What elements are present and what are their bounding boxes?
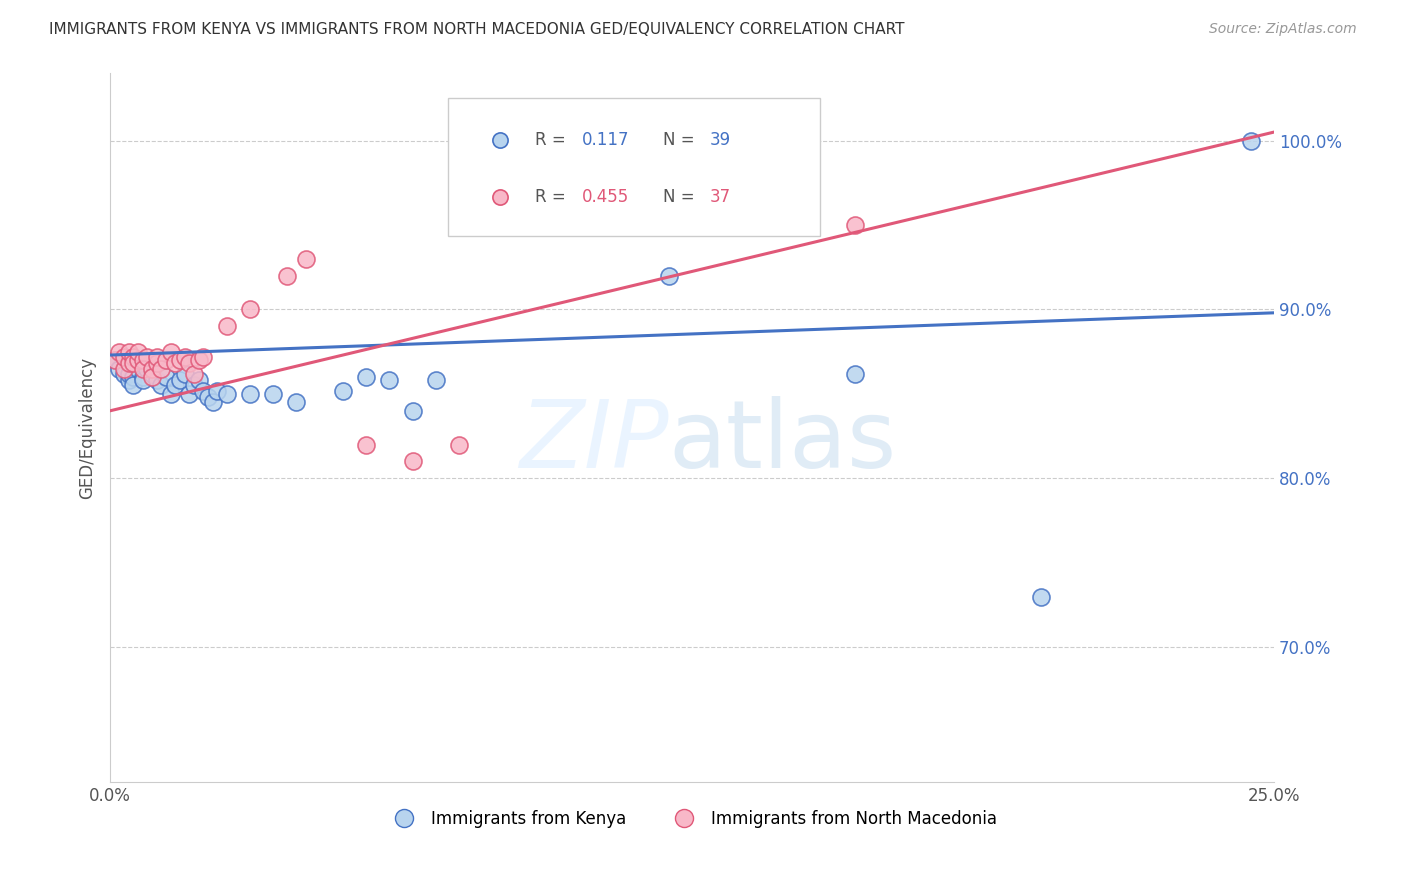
Text: R =: R = [534, 131, 571, 149]
Point [132, 361, 155, 376]
Point [150, 378, 173, 392]
Point [132, 370, 155, 384]
Point [179, 356, 201, 370]
Point [118, 356, 141, 370]
Point [294, 252, 316, 266]
Point [122, 356, 145, 370]
Point [155, 370, 177, 384]
Point [239, 302, 262, 317]
Text: R =: R = [534, 188, 571, 206]
Point [187, 373, 209, 387]
Point [276, 268, 298, 283]
Point [118, 367, 141, 381]
Point [169, 353, 191, 368]
Point [127, 361, 149, 376]
Text: 39: 39 [710, 131, 731, 149]
Point [183, 367, 205, 381]
Point [127, 353, 149, 368]
Point [205, 384, 228, 398]
Point [332, 384, 354, 398]
Point [108, 361, 131, 376]
Point [104, 353, 127, 368]
Point [145, 373, 167, 387]
Point [262, 387, 284, 401]
Point [159, 387, 181, 401]
Point [285, 395, 308, 409]
Point [169, 373, 191, 387]
Point [165, 356, 187, 370]
Point [132, 373, 155, 387]
Point [127, 344, 149, 359]
Point [122, 370, 145, 384]
Text: 0.455: 0.455 [582, 188, 628, 206]
Point [145, 356, 167, 370]
Point [354, 370, 377, 384]
Point [187, 353, 209, 368]
Point [104, 353, 127, 368]
Point [145, 350, 167, 364]
Point [141, 367, 163, 381]
Point [402, 454, 425, 468]
Point [132, 353, 155, 368]
Point [136, 361, 159, 376]
Text: ZIP: ZIP [519, 396, 669, 487]
Point [378, 373, 401, 387]
Point [1031, 590, 1053, 604]
Text: Source: ZipAtlas.com: Source: ZipAtlas.com [1209, 22, 1357, 37]
Point [215, 319, 238, 334]
Point [517, 201, 540, 215]
Point [159, 344, 181, 359]
Point [193, 350, 215, 364]
Text: atlas: atlas [669, 396, 897, 488]
Point [727, 204, 749, 219]
Point [155, 353, 177, 368]
Point [112, 367, 135, 381]
Point [141, 361, 163, 376]
Point [1240, 134, 1263, 148]
Point [449, 437, 471, 451]
Text: IMMIGRANTS FROM KENYA VS IMMIGRANTS FROM NORTH MACEDONIA GED/EQUIVALENCY CORRELA: IMMIGRANTS FROM KENYA VS IMMIGRANTS FROM… [49, 22, 904, 37]
FancyBboxPatch shape [447, 98, 820, 236]
Point [844, 218, 866, 232]
Text: N =: N = [664, 188, 700, 206]
Point [201, 395, 224, 409]
Point [239, 387, 262, 401]
Point [215, 387, 238, 401]
Y-axis label: GED/Equivalency: GED/Equivalency [79, 357, 96, 499]
Point [193, 384, 215, 398]
Point [425, 373, 447, 387]
Point [658, 268, 681, 283]
Point [112, 350, 135, 364]
Point [108, 344, 131, 359]
Point [122, 378, 145, 392]
Point [118, 344, 141, 359]
Legend: Immigrants from Kenya, Immigrants from North Macedonia: Immigrants from Kenya, Immigrants from N… [381, 803, 1004, 834]
Point [118, 373, 141, 387]
Point [150, 361, 173, 376]
Point [173, 367, 195, 381]
Point [136, 350, 159, 364]
Text: 37: 37 [710, 188, 731, 206]
Point [402, 404, 425, 418]
Text: 0.117: 0.117 [582, 131, 628, 149]
Point [173, 350, 195, 364]
Point [112, 361, 135, 376]
Point [141, 370, 163, 384]
Point [165, 378, 187, 392]
Point [197, 390, 219, 404]
Point [122, 350, 145, 364]
Text: N =: N = [664, 131, 700, 149]
Point [844, 367, 866, 381]
Point [179, 387, 201, 401]
Point [354, 437, 377, 451]
Point [183, 378, 205, 392]
